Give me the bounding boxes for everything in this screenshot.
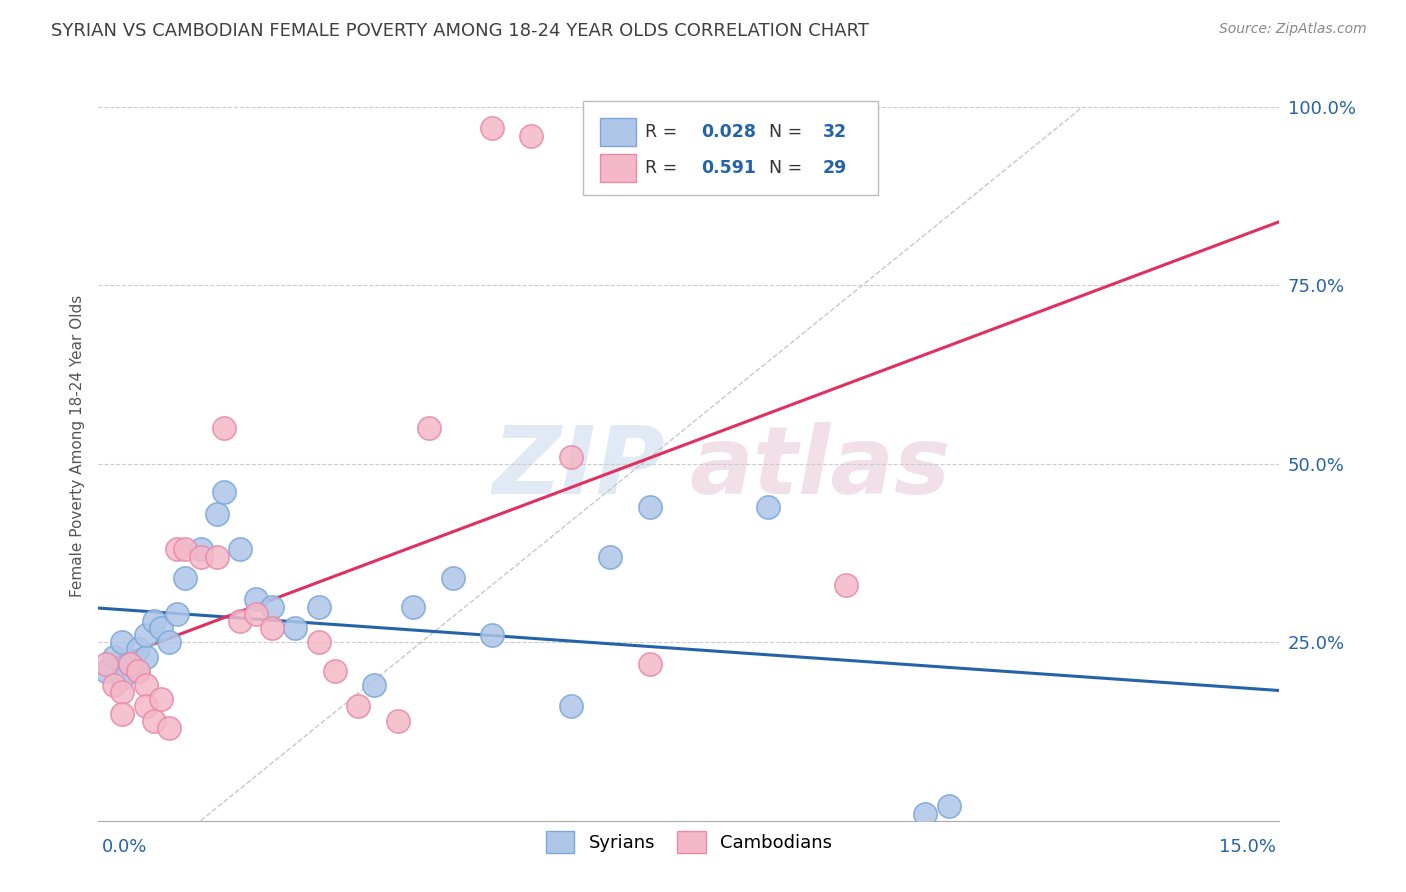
Point xyxy=(96,657,118,671)
Point xyxy=(402,599,425,614)
Text: 15.0%: 15.0% xyxy=(1219,838,1275,856)
Point xyxy=(229,542,252,557)
Text: R =: R = xyxy=(645,159,683,177)
Point xyxy=(111,685,134,699)
Point xyxy=(166,542,188,557)
Point xyxy=(560,450,582,464)
Point xyxy=(127,664,149,678)
Point xyxy=(118,657,141,671)
Text: 0.028: 0.028 xyxy=(700,123,756,141)
Text: 0.0%: 0.0% xyxy=(103,838,148,856)
Text: R =: R = xyxy=(645,123,683,141)
Point xyxy=(166,607,188,621)
Point xyxy=(142,614,165,628)
Text: N =: N = xyxy=(769,123,808,141)
Point xyxy=(190,549,212,564)
Point xyxy=(387,714,409,728)
Point xyxy=(103,678,125,692)
Point xyxy=(938,799,960,814)
Point xyxy=(756,500,779,514)
Point xyxy=(111,635,134,649)
Point xyxy=(835,578,858,592)
Point xyxy=(150,621,173,635)
Text: ZIP: ZIP xyxy=(492,423,665,515)
Point xyxy=(150,692,173,706)
Point xyxy=(229,614,252,628)
Point xyxy=(284,621,307,635)
Point xyxy=(157,721,180,735)
Point xyxy=(214,421,236,435)
Point xyxy=(214,485,236,500)
Point xyxy=(157,635,180,649)
Text: 29: 29 xyxy=(823,159,846,177)
Point xyxy=(481,121,503,136)
Point xyxy=(308,599,330,614)
Point xyxy=(103,649,125,664)
Text: 32: 32 xyxy=(823,123,846,141)
Point xyxy=(205,507,228,521)
Point xyxy=(174,542,197,557)
Text: SYRIAN VS CAMBODIAN FEMALE POVERTY AMONG 18-24 YEAR OLDS CORRELATION CHART: SYRIAN VS CAMBODIAN FEMALE POVERTY AMONG… xyxy=(51,22,869,40)
Point xyxy=(520,128,543,143)
Point xyxy=(135,699,157,714)
Point xyxy=(638,500,661,514)
Point xyxy=(245,592,267,607)
Point xyxy=(418,421,440,435)
Legend: Syrians, Cambodians: Syrians, Cambodians xyxy=(538,824,839,860)
Text: 0.591: 0.591 xyxy=(700,159,756,177)
Point xyxy=(135,678,157,692)
Point xyxy=(481,628,503,642)
Text: atlas: atlas xyxy=(689,423,950,515)
Bar xyxy=(600,118,636,146)
Point xyxy=(347,699,370,714)
Point xyxy=(363,678,385,692)
Point xyxy=(174,571,197,585)
Point xyxy=(135,628,157,642)
Point xyxy=(441,571,464,585)
Point xyxy=(135,649,157,664)
Point xyxy=(308,635,330,649)
Point xyxy=(205,549,228,564)
Text: N =: N = xyxy=(769,159,808,177)
Point xyxy=(142,714,165,728)
Bar xyxy=(600,153,636,182)
Point xyxy=(127,642,149,657)
Point xyxy=(96,664,118,678)
Text: Source: ZipAtlas.com: Source: ZipAtlas.com xyxy=(1219,22,1367,37)
Point xyxy=(599,549,621,564)
Y-axis label: Female Poverty Among 18-24 Year Olds: Female Poverty Among 18-24 Year Olds xyxy=(69,295,84,597)
Point xyxy=(118,657,141,671)
Point xyxy=(111,671,134,685)
FancyBboxPatch shape xyxy=(582,102,877,195)
Point xyxy=(260,599,283,614)
Point xyxy=(127,664,149,678)
Point xyxy=(914,806,936,821)
Point xyxy=(111,706,134,721)
Point xyxy=(560,699,582,714)
Point xyxy=(638,657,661,671)
Point xyxy=(190,542,212,557)
Point xyxy=(260,621,283,635)
Point xyxy=(245,607,267,621)
Point xyxy=(323,664,346,678)
